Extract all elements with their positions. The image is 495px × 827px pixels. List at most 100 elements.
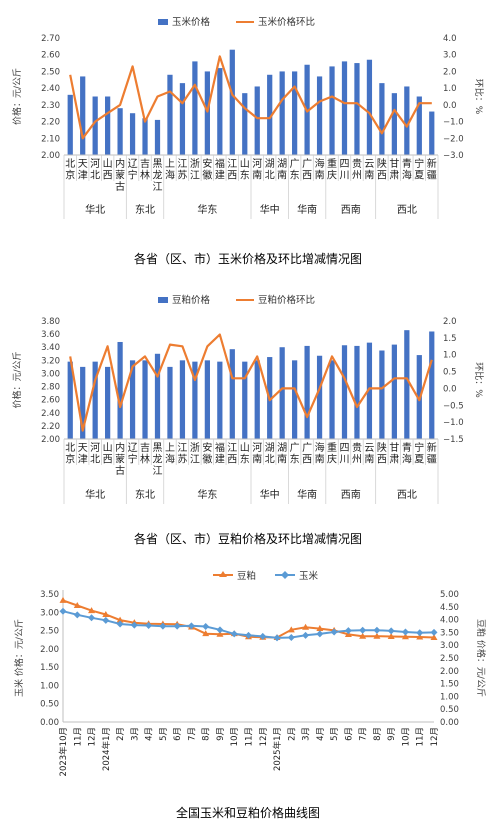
category-label: 重庆 [327,441,337,466]
soy-point [88,607,96,614]
region-group-label: 华南 [297,488,317,501]
y-right-tick-label: 0.0 [443,101,457,111]
price-bar [292,71,298,155]
category-label: 宁夏 [414,157,424,182]
price-bar [167,74,173,155]
soy-point [387,632,395,639]
category-label: 天津 [78,159,88,182]
price-bar [316,355,323,439]
legend-corn-marker [281,571,289,579]
y-left-tick-label: 2.50 [41,67,60,77]
price-bar [292,360,298,439]
price-bar [192,361,198,439]
price-bar [242,361,248,439]
price-bar [429,111,435,155]
price-bar [67,94,73,155]
category-label: 山东 [240,442,250,466]
region-group-label: 西南 [341,203,361,216]
y-right-tick-label: 3.50 [440,628,459,638]
x-tick-label: 5月 [159,727,169,741]
corn-point [330,628,338,636]
region-group-label: 华东 [197,203,217,216]
y-left-tick-label: 3.00 [41,369,60,379]
price-bar [416,96,422,155]
category-label: 浙江 [190,158,200,182]
y-right-tick-label: 1.50 [440,680,459,690]
corn-point [387,627,395,635]
y-left-tick-label: 3.40 [41,343,60,353]
mom-change-line [69,333,433,432]
category-label: 青海 [402,157,412,182]
y-right-axis-title: 环比：% [473,362,485,398]
price-bar [129,360,136,439]
y-right-tick-label: 1.5 [443,334,457,344]
category-label: 山东 [240,158,250,182]
national-caption-box: 全国玉米和豆粕价格曲线图 [8,800,488,826]
y-right-tick-label: −0.5 [443,401,464,411]
price-bar [117,341,123,439]
y-left-tick-label: 0.00 [40,718,59,728]
price-bar [229,349,235,439]
corn-point [116,620,124,628]
y-right-tick-label: 1.0 [443,84,457,94]
x-tick-label: 7月 [187,727,197,741]
price-bar [341,61,348,155]
price-bar [279,71,285,155]
corn-point [302,631,310,639]
price-bar [379,350,385,439]
category-label: 安徽 [202,157,212,182]
y-right-tick-label: 1.00 [440,692,459,702]
x-tick-label: 12月 [88,727,98,746]
category-label: 河南 [252,442,262,466]
x-tick-label: 7月 [359,727,369,741]
category-label: 黑龙江 [153,442,163,477]
soy-point [430,634,438,641]
legend-line-label: 玉米价格环比 [258,16,315,28]
price-bar [129,113,136,155]
y-right-tick-label: 0.5 [443,368,457,378]
y-left-tick-label: 2.80 [41,383,60,393]
price-bar [279,347,285,439]
category-label: 山西 [103,158,113,182]
category-label: 辽宁 [128,442,138,466]
y-right-tick-label: 5.00 [440,590,459,600]
y-right-axis-title: 豆粕 价格：元/公斤 [475,619,487,697]
price-bar [154,119,161,155]
y-left-tick-label: 2.20 [41,118,60,128]
corn-point [102,616,110,624]
soy-chart-caption: 各省（区、市）豆粕价格及环比增减情况图 [133,532,362,546]
x-tick-label: 2月 [116,727,126,741]
corn-point [59,607,67,615]
corn-point [259,632,267,640]
category-label: 云南 [364,443,374,466]
x-tick-label: 11月 [245,727,255,746]
category-label: 天津 [78,443,88,466]
soy-point [416,633,424,640]
y-right-tick-label: 2.0 [443,67,457,77]
y-left-tick-label: 3.00 [40,608,59,618]
category-label: 青海 [402,441,412,466]
x-tick-label: 10月 [401,727,411,746]
region-group-label: 华中 [260,203,280,216]
corn-point [373,626,381,634]
legend-line-label: 豆粕价格环比 [258,294,315,306]
category-label: 贵州 [352,441,362,466]
national-panel: 豆粕 玉米 3.50 3.00 2.50 2.00 1.50 1.00 0.50 0.00 5.00… [8,563,488,801]
price-bar [154,353,161,439]
x-tick-label: 8月 [202,727,212,741]
x-tick-label: 2024年1月 [101,727,112,771]
corn-point [245,631,252,639]
x-tick-label: 2月 [287,727,297,741]
legend-bar-swatch [158,297,168,303]
price-bar [217,68,223,155]
y-left-axis-title: 价格：元/公斤 [11,351,23,408]
price-bar [341,345,348,439]
region-group-label: 西南 [341,488,361,501]
category-label: 江苏 [177,442,187,466]
y-left-tick-label: 2.10 [41,134,60,144]
soy-point [102,610,110,617]
y-left-tick-label: 1.50 [40,663,59,673]
y-left-tick-label: 2.30 [41,101,60,111]
legend-bar-label: 豆粕价格 [172,294,211,306]
region-group-label: 华南 [297,203,317,216]
